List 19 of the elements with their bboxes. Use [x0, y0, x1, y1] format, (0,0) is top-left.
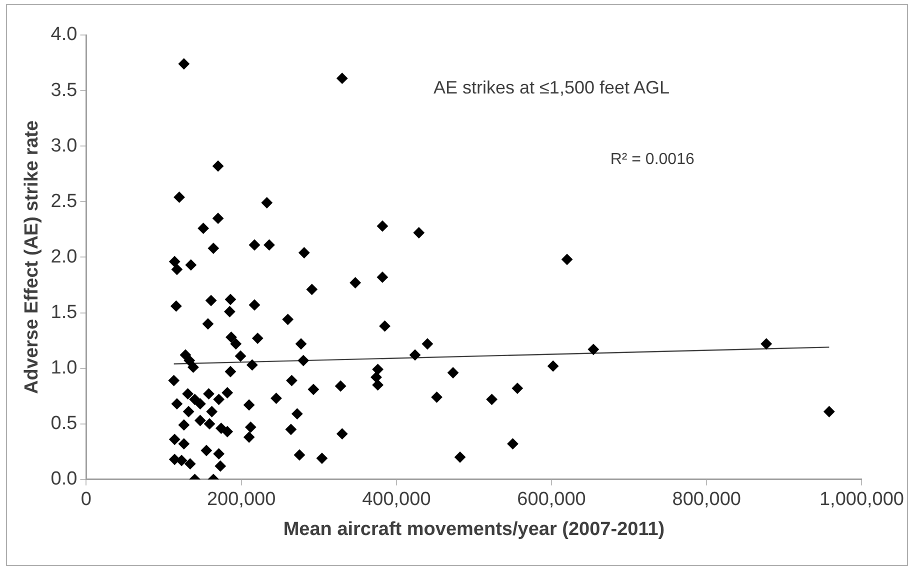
y-tick-label: 0.5	[50, 413, 78, 434]
x-axis-title: Mean aircraft movements/year (2007-2011)	[283, 518, 665, 540]
y-tick-label: 1.0	[50, 358, 78, 379]
y-tick-label: 2.0	[50, 246, 78, 268]
annotation: AE strikes at ≤1,500 feet AGL	[434, 77, 670, 98]
y-tick-label: 3.5	[50, 80, 78, 101]
y-tick-label: 1.5	[50, 302, 78, 323]
x-tick-label: 600,000	[517, 489, 586, 510]
y-axis-title: Adverse Effect (AE) strike rate	[22, 120, 43, 394]
x-tick-label: 1,000,000	[819, 489, 904, 510]
y-tick-label: 0.0	[50, 468, 78, 490]
y-tick-label: 4.0	[50, 24, 78, 46]
y-tick-label: 2.5	[50, 190, 78, 212]
annotation: R² = 0.0016	[610, 150, 694, 168]
x-tick-label: 400,000	[362, 489, 431, 510]
y-tick-label: 3.0	[50, 135, 78, 156]
x-tick-label: 200,000	[206, 489, 276, 510]
x-tick-label: 0	[80, 489, 92, 510]
x-tick-label: 800,000	[672, 489, 741, 510]
